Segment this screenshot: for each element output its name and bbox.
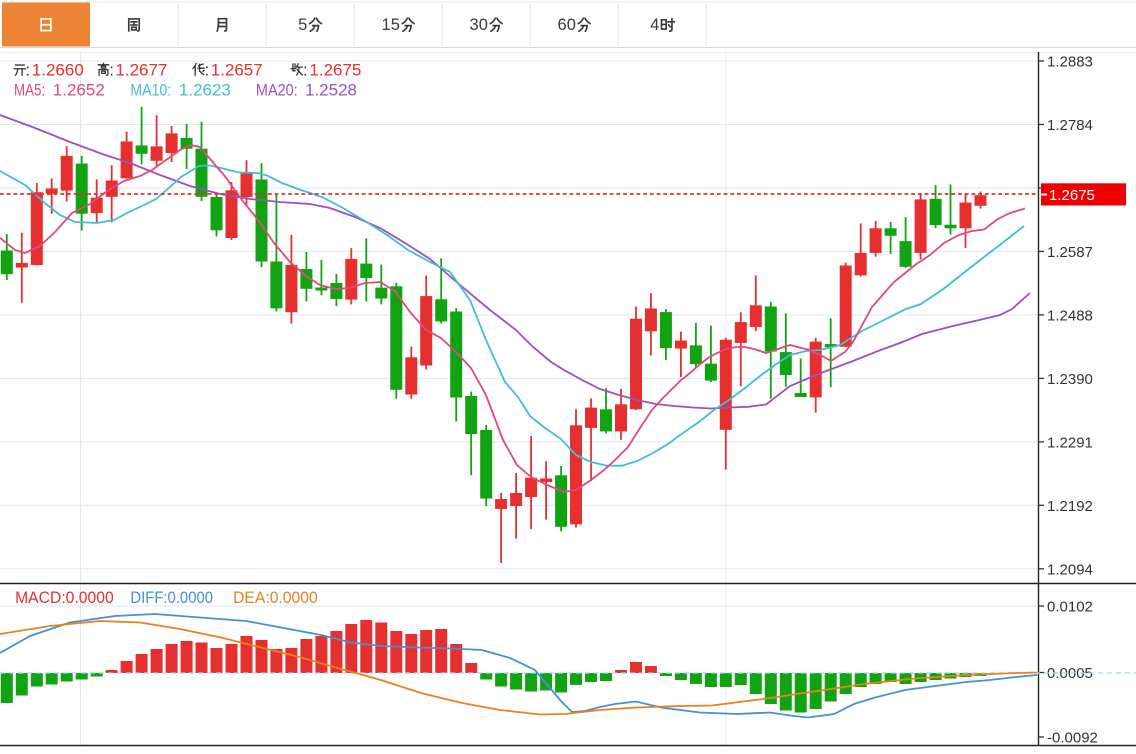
svg-text::: :	[109, 61, 114, 80]
svg-text:MACD:0.0000: MACD:0.0000	[15, 589, 114, 607]
svg-text:1.2488: 1.2488	[1047, 307, 1093, 324]
svg-text:1.2675: 1.2675	[1049, 187, 1095, 204]
svg-text:1.2390: 1.2390	[1047, 371, 1093, 388]
svg-text:1.2883: 1.2883	[1047, 54, 1093, 71]
svg-text:15: 15	[382, 16, 400, 34]
svg-text:MA20:: MA20:	[256, 80, 298, 99]
svg-text:1.2192: 1.2192	[1047, 498, 1093, 515]
svg-text:1.2784: 1.2784	[1047, 117, 1093, 134]
svg-text:1.2587: 1.2587	[1047, 244, 1093, 261]
svg-text::: :	[303, 61, 308, 80]
svg-text:60: 60	[558, 16, 576, 34]
svg-text::: :	[25, 61, 30, 80]
svg-text:1.2675: 1.2675	[309, 61, 361, 80]
svg-text:1.2528: 1.2528	[305, 80, 357, 99]
svg-text:5: 5	[298, 16, 307, 34]
svg-text:MA10:: MA10:	[130, 80, 171, 99]
svg-text:1.2677: 1.2677	[115, 61, 167, 80]
svg-text:30: 30	[470, 16, 488, 34]
svg-text:1.2652: 1.2652	[53, 80, 105, 99]
svg-text:4: 4	[650, 16, 659, 34]
svg-text::: :	[205, 61, 210, 80]
svg-text:1.2657: 1.2657	[211, 61, 263, 80]
svg-text:-0.0092: -0.0092	[1047, 730, 1098, 747]
svg-text:MA5:: MA5:	[14, 80, 45, 99]
svg-text:1.2623: 1.2623	[179, 80, 231, 99]
svg-text:DIFF:0.0000: DIFF:0.0000	[130, 589, 213, 607]
svg-text:0.0102: 0.0102	[1047, 599, 1093, 616]
svg-text:1.2094: 1.2094	[1047, 561, 1093, 578]
svg-text:1.2291: 1.2291	[1047, 434, 1093, 451]
svg-text:0.0005: 0.0005	[1047, 665, 1093, 682]
svg-text:1.2660: 1.2660	[32, 61, 84, 80]
svg-text:DEA:0.0000: DEA:0.0000	[233, 589, 318, 607]
